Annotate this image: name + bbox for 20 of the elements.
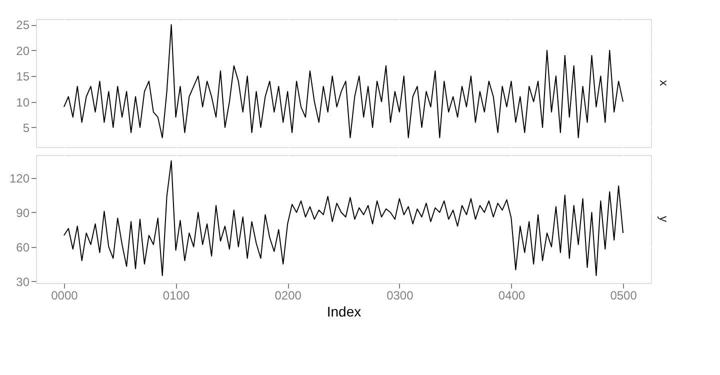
y-tick-label: 5: [22, 120, 30, 135]
y-tick-label: 15: [16, 70, 30, 84]
x-axis-title: Index: [326, 304, 362, 320]
text: y: [657, 216, 671, 222]
y-tick-label: 25: [16, 18, 30, 32]
x-tick-label: 0300: [386, 288, 414, 302]
text: x: [657, 80, 671, 86]
y-tick-label: 120: [9, 171, 30, 186]
x-tick-label: 0500: [610, 288, 638, 302]
x-tick-label: 0400: [498, 288, 526, 302]
x-tick-label: 0000: [51, 288, 78, 302]
x-tick-label: 0100: [162, 288, 190, 302]
line-series: [63, 24, 624, 138]
y-tick-label: 20: [16, 44, 30, 58]
x-tick-label: 0200: [274, 288, 302, 302]
line-series: [63, 160, 624, 276]
y-tick-label: 10: [16, 95, 30, 110]
y-tick-label: 90: [16, 206, 30, 220]
y-tick-label: 60: [16, 240, 30, 254]
y-tick-label: 30: [16, 274, 30, 289]
